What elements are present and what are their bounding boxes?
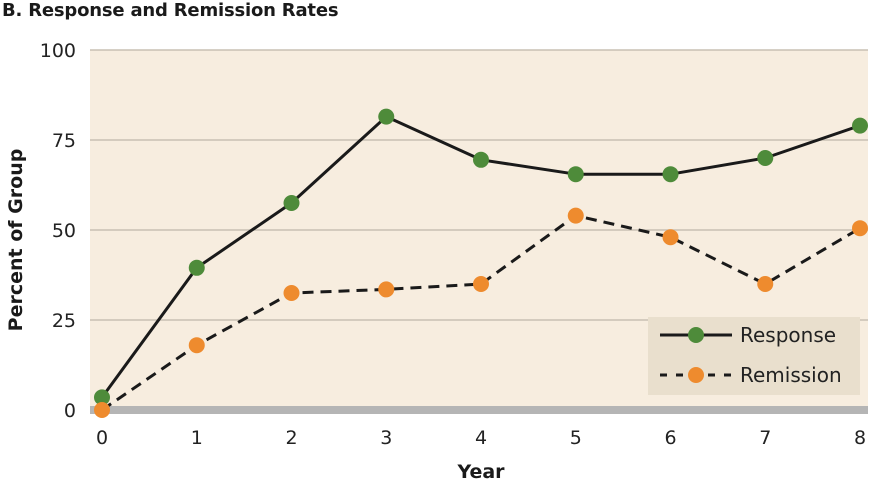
x-tick-label: 7: [759, 427, 771, 449]
series-response: [94, 108, 868, 406]
data-point: [473, 151, 489, 168]
y-axis-title: Percent of Group: [5, 149, 27, 332]
legend-marker: [688, 367, 704, 383]
x-tick-label: 8: [854, 427, 866, 449]
y-axis-ticks: 0 25 50 75 100: [40, 40, 76, 422]
data-point: [662, 166, 679, 183]
chart-title: B. Response and Remission Rates: [2, 0, 339, 21]
data-point: [757, 276, 774, 292]
x-axis-ticks: 0 1 2 3 4 5 6 7 8: [96, 427, 866, 449]
data-point: [378, 108, 395, 125]
data-point: [852, 220, 868, 237]
legend-marker: [688, 327, 704, 343]
x-tick-label: 1: [191, 427, 203, 449]
x-tick-label: 2: [285, 427, 297, 449]
y-tick-label: 75: [52, 130, 76, 152]
x-tick-label: 3: [380, 427, 392, 449]
y-tick-label: 50: [52, 220, 76, 242]
data-point: [567, 166, 584, 183]
x-tick-label: 6: [664, 427, 676, 449]
series-layer: [94, 108, 868, 418]
x-tick-label: 5: [570, 427, 582, 449]
series-line: [101, 214, 861, 412]
data-point: [283, 195, 300, 211]
series-remission: [94, 207, 868, 418]
zero-baseline: [90, 406, 868, 414]
y-tick-label: 25: [52, 310, 76, 332]
legend-label: Remission: [740, 363, 842, 387]
data-point: [188, 337, 205, 354]
data-point: [473, 276, 489, 292]
x-axis-title: Year: [456, 461, 505, 483]
data-point: [567, 207, 584, 224]
data-point: [852, 117, 868, 134]
legend-item-response: Response: [660, 323, 836, 347]
x-tick-label: 0: [96, 427, 108, 449]
data-point: [662, 229, 679, 246]
legend-label: Response: [740, 323, 836, 347]
data-point: [188, 259, 205, 276]
legend-background: [648, 317, 860, 395]
legend: Response Remission: [648, 317, 860, 395]
y-tick-label: 100: [40, 40, 76, 62]
y-tick-label: 0: [64, 400, 76, 422]
data-point: [757, 150, 774, 166]
data-point: [94, 402, 110, 418]
data-point: [283, 285, 300, 301]
data-point: [94, 389, 110, 406]
data-point: [378, 281, 395, 298]
legend-items: Response Remission: [660, 323, 842, 387]
legend-item-remission: Remission: [660, 363, 842, 387]
x-tick-label: 4: [475, 427, 487, 449]
